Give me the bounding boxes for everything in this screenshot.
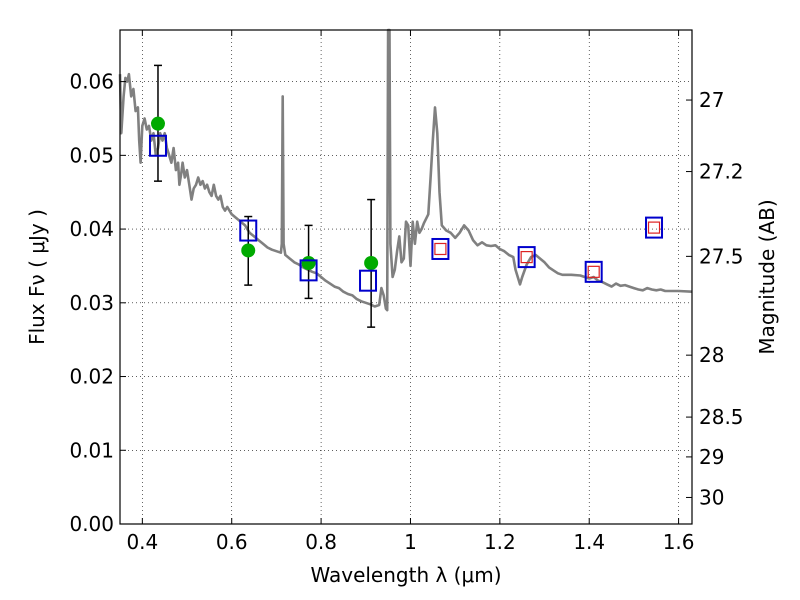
right-tick-label: 30 bbox=[699, 485, 724, 509]
right-tick-label: 27.2 bbox=[699, 160, 744, 184]
blue-square-point bbox=[148, 134, 167, 157]
right-axis-label: Magnitude (AB) bbox=[755, 199, 779, 354]
red-square-point bbox=[434, 242, 447, 256]
right-tick-label: 28.5 bbox=[699, 405, 744, 429]
model-photometry-points bbox=[148, 134, 664, 292]
red-square-point bbox=[647, 221, 661, 234]
right-tick-label: 28 bbox=[699, 343, 724, 367]
blue-square-point bbox=[645, 216, 664, 239]
observed-point bbox=[364, 255, 379, 270]
blue-square-point bbox=[431, 237, 450, 260]
x-tick-label: 1.2 bbox=[484, 530, 516, 554]
y-tick-label: 0.00 bbox=[69, 512, 114, 536]
x-tick-label: 0.4 bbox=[126, 530, 158, 554]
error-bars bbox=[153, 64, 376, 328]
observed-point bbox=[241, 243, 256, 258]
red-square-point bbox=[587, 265, 600, 278]
y-axis-label: Flux Fν ( μJy ) bbox=[25, 209, 49, 345]
plot-frame bbox=[119, 29, 693, 525]
right-tick-label: 29 bbox=[699, 445, 724, 469]
right-tick-label: 27 bbox=[699, 88, 724, 112]
x-tick-label: 0.6 bbox=[216, 530, 248, 554]
blue-square-point bbox=[359, 269, 378, 292]
observed-point bbox=[150, 116, 165, 131]
observed-point bbox=[301, 255, 316, 270]
gridlines bbox=[120, 30, 692, 524]
right-axis-ticks: 27 27.2 27.5 28 28.5 29 30 bbox=[686, 88, 744, 509]
red-square-point bbox=[520, 250, 533, 264]
y-tick-label: 0.06 bbox=[69, 70, 114, 94]
y-tick-label: 0.01 bbox=[69, 438, 114, 462]
y-tick-label: 0.04 bbox=[69, 217, 114, 241]
x-axis-ticks: 0.4 0.6 0.8 1 1.2 1.4 1.6 bbox=[126, 30, 695, 554]
y-axis-ticks: 0.00 0.01 0.02 0.03 0.04 0.05 0.06 bbox=[69, 70, 126, 536]
x-tick-label: 1 bbox=[404, 530, 417, 554]
x-tick-label: 1.4 bbox=[573, 530, 605, 554]
x-tick-label: 0.8 bbox=[305, 530, 337, 554]
blue-square-point bbox=[517, 246, 536, 269]
blue-square-point bbox=[239, 219, 258, 242]
blue-square-point bbox=[299, 259, 318, 282]
blue-square-point bbox=[584, 260, 603, 283]
spectrum-line bbox=[118, 28, 693, 312]
y-tick-label: 0.03 bbox=[69, 291, 114, 315]
right-tick-label: 27.5 bbox=[699, 244, 744, 268]
x-axis-label: Wavelength λ (μm) bbox=[310, 563, 501, 587]
y-tick-label: 0.05 bbox=[69, 143, 114, 167]
model-spectrum bbox=[118, 28, 693, 312]
x-tick-label: 1.6 bbox=[663, 530, 695, 554]
observed-points bbox=[150, 116, 379, 270]
y-tick-label: 0.02 bbox=[69, 365, 114, 389]
